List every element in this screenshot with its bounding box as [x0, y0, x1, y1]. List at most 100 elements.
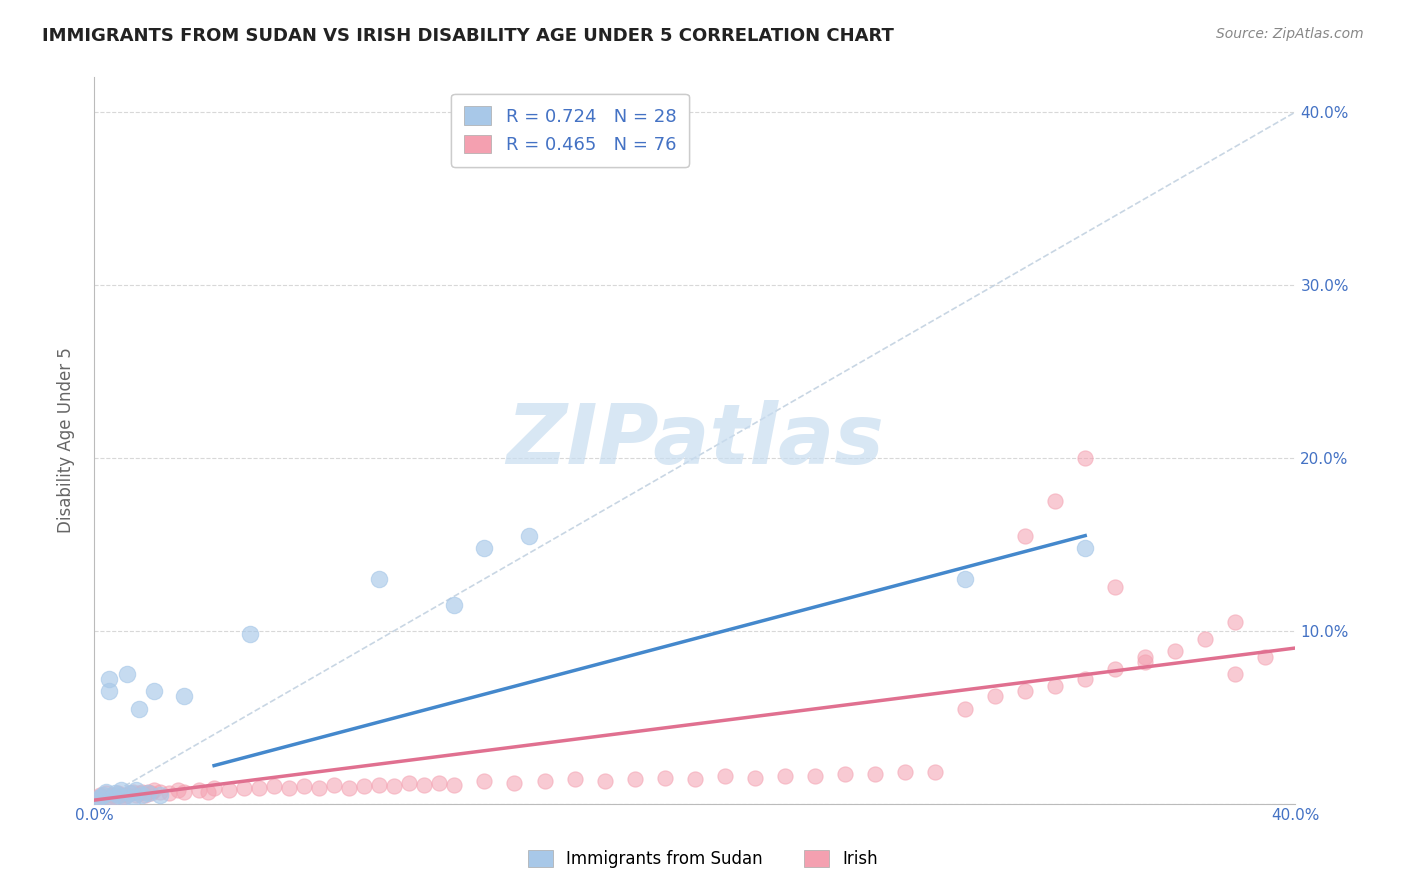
Point — [368, 778, 391, 792]
Point — [654, 771, 676, 785]
Point — [474, 541, 496, 555]
Point — [94, 786, 117, 800]
Point — [713, 769, 735, 783]
Point — [1254, 649, 1277, 664]
Point — [894, 765, 917, 780]
Point — [218, 782, 240, 797]
Point — [107, 788, 129, 802]
Point — [1104, 662, 1126, 676]
Point — [107, 786, 129, 800]
Point — [110, 782, 132, 797]
Point — [564, 772, 586, 787]
Point — [623, 772, 645, 787]
Point — [233, 780, 256, 795]
Point — [202, 780, 225, 795]
Point — [834, 767, 856, 781]
Point — [533, 774, 555, 789]
Point — [131, 784, 153, 798]
Point — [1014, 528, 1036, 542]
Point — [157, 786, 180, 800]
Point — [503, 776, 526, 790]
Point — [1014, 684, 1036, 698]
Text: IMMIGRANTS FROM SUDAN VS IRISH DISABILITY AGE UNDER 5 CORRELATION CHART: IMMIGRANTS FROM SUDAN VS IRISH DISABILIT… — [42, 27, 894, 45]
Point — [863, 767, 886, 781]
Point — [167, 782, 190, 797]
Point — [323, 778, 346, 792]
Point — [143, 782, 166, 797]
Point — [112, 789, 135, 804]
Point — [134, 788, 156, 802]
Point — [86, 791, 108, 805]
Point — [86, 793, 108, 807]
Point — [443, 598, 465, 612]
Point — [136, 786, 159, 800]
Point — [1164, 644, 1187, 658]
Point — [173, 690, 195, 704]
Point — [368, 572, 391, 586]
Point — [104, 786, 127, 800]
Point — [1043, 494, 1066, 508]
Point — [97, 684, 120, 698]
Point — [89, 788, 111, 802]
Point — [1074, 450, 1097, 465]
Point — [125, 782, 148, 797]
Point — [263, 780, 285, 794]
Point — [197, 784, 219, 798]
Point — [1135, 655, 1157, 669]
Point — [1074, 541, 1097, 555]
Point — [337, 780, 360, 795]
Point — [1225, 615, 1247, 629]
Point — [427, 776, 450, 790]
Point — [128, 786, 150, 800]
Legend: Immigrants from Sudan, Irish: Immigrants from Sudan, Irish — [522, 843, 884, 875]
Point — [118, 786, 141, 800]
Point — [122, 784, 145, 798]
Point — [104, 789, 127, 804]
Point — [744, 771, 766, 785]
Point — [125, 788, 148, 802]
Point — [1135, 649, 1157, 664]
Point — [128, 701, 150, 715]
Point — [118, 786, 141, 800]
Point — [398, 776, 420, 790]
Point — [382, 780, 405, 794]
Point — [188, 782, 211, 797]
Point — [953, 572, 976, 586]
Point — [122, 791, 145, 805]
Point — [683, 772, 706, 787]
Point — [247, 780, 270, 795]
Point — [94, 784, 117, 798]
Point — [131, 788, 153, 802]
Point — [112, 789, 135, 804]
Point — [924, 765, 946, 780]
Point — [519, 528, 541, 542]
Point — [593, 774, 616, 789]
Point — [91, 789, 114, 804]
Point — [292, 780, 315, 794]
Point — [1225, 667, 1247, 681]
Point — [1043, 679, 1066, 693]
Point — [953, 701, 976, 715]
Point — [115, 667, 138, 681]
Point — [139, 786, 162, 800]
Point — [308, 780, 330, 795]
Point — [278, 780, 301, 795]
Point — [474, 774, 496, 789]
Point — [443, 778, 465, 792]
Point — [110, 788, 132, 802]
Point — [89, 789, 111, 804]
Point — [101, 791, 124, 805]
Point — [115, 788, 138, 802]
Point — [1194, 632, 1216, 647]
Point — [173, 784, 195, 798]
Point — [804, 769, 827, 783]
Point — [97, 791, 120, 805]
Point — [353, 780, 375, 794]
Point — [773, 769, 796, 783]
Point — [413, 778, 436, 792]
Point — [984, 690, 1007, 704]
Point — [97, 672, 120, 686]
Text: ZIPatlas: ZIPatlas — [506, 400, 883, 481]
Text: Source: ZipAtlas.com: Source: ZipAtlas.com — [1216, 27, 1364, 41]
Legend: R = 0.724   N = 28, R = 0.465   N = 76: R = 0.724 N = 28, R = 0.465 N = 76 — [451, 94, 689, 167]
